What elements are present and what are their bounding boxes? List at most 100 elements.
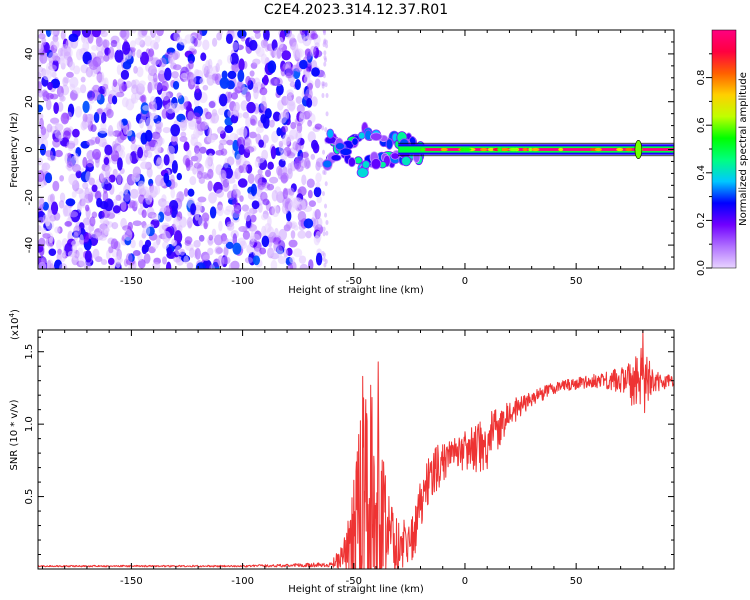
carrier-cell bbox=[441, 147, 448, 152]
colorbar-tick-label: 0.4 bbox=[696, 165, 707, 181]
spectrogram-cell bbox=[315, 182, 321, 188]
carrier-cell bbox=[531, 147, 540, 152]
spectrogram-cell bbox=[286, 89, 294, 96]
spectrogram-cell bbox=[220, 236, 229, 245]
spectrogram-cell bbox=[308, 200, 317, 208]
snr-multiplier-exp: 4 bbox=[8, 312, 16, 317]
spectrogram-cell bbox=[80, 84, 87, 94]
spectrogram-cell bbox=[208, 192, 217, 204]
spectrogram-cell bbox=[261, 213, 269, 221]
spectrogram-cell bbox=[322, 226, 326, 232]
spectrogram-cell bbox=[86, 139, 96, 146]
spectrogram-cell bbox=[91, 148, 102, 160]
spectrogram-cell bbox=[194, 209, 200, 221]
spectrogram-cell bbox=[215, 247, 224, 254]
spectrogram-cell bbox=[323, 38, 327, 44]
spectrogram-cell bbox=[321, 191, 325, 197]
spectrogram-cell bbox=[195, 262, 206, 269]
spectrogram-cell bbox=[297, 230, 307, 239]
spectrogram-cell bbox=[193, 162, 202, 169]
spectrogram-cell bbox=[52, 180, 60, 192]
spectrogram-cell bbox=[238, 144, 245, 156]
spectrogram-cell bbox=[206, 134, 216, 143]
spectrogram-cell bbox=[285, 33, 295, 40]
spectrogram-panel: -150 -100 -50 0 50 40 20 0 -20 -40 Height of str… bbox=[9, 29, 675, 296]
spectrogram-cell bbox=[247, 173, 255, 184]
spectrogram-cell bbox=[282, 125, 289, 133]
spectrogram-cell bbox=[46, 123, 53, 133]
spectrogram-cell bbox=[123, 192, 131, 202]
spectrogram-cell bbox=[52, 138, 61, 148]
spectrogram-cell bbox=[310, 153, 316, 160]
spectrogram-cell bbox=[304, 157, 311, 170]
carrier-flare bbox=[634, 140, 643, 159]
spectrogram-y-axis-label: Frequency (Hz) bbox=[9, 112, 20, 188]
spectrogram-cell bbox=[289, 256, 295, 264]
spectrogram-cell bbox=[47, 81, 53, 91]
spectrogram-cell bbox=[156, 156, 162, 165]
spectrogram-cell bbox=[184, 34, 193, 44]
spectrogram-cell bbox=[93, 111, 100, 124]
spectrogram-cell bbox=[140, 51, 150, 66]
spectrogram-cell bbox=[248, 39, 258, 51]
spectrogram-cell bbox=[117, 157, 123, 171]
spectrogram-cell bbox=[152, 73, 158, 83]
spectrogram-cell bbox=[249, 70, 255, 77]
spectrogram-cell bbox=[187, 188, 195, 197]
spectrogram-cell bbox=[271, 131, 279, 143]
carrier-cell bbox=[487, 147, 495, 152]
spectrogram-cell bbox=[166, 246, 173, 256]
x-tick-label: 0 bbox=[462, 576, 468, 587]
spectrogram-cell bbox=[73, 87, 82, 94]
spectrogram-cell bbox=[199, 146, 207, 154]
spectrogram-cell bbox=[120, 200, 127, 212]
spectrogram-cell bbox=[299, 151, 309, 159]
y-tick-label: 0.5 bbox=[24, 489, 35, 505]
colorbar-tick-label: 0.6 bbox=[696, 117, 707, 133]
spectrogram-cell bbox=[211, 37, 218, 47]
spectrogram-cell bbox=[111, 222, 119, 230]
spectrogram-cell bbox=[303, 205, 313, 213]
spectrogram-cell bbox=[321, 93, 325, 99]
spectrogram-cell bbox=[62, 130, 71, 141]
spectrogram-cell bbox=[267, 60, 277, 74]
spectrogram-cell bbox=[185, 162, 191, 172]
spectrogram-cell bbox=[154, 174, 164, 187]
spectrogram-cell bbox=[132, 166, 142, 178]
spectrogram-cell bbox=[163, 172, 170, 184]
spectrogram-cell bbox=[215, 189, 225, 198]
spectrogram-cell bbox=[170, 187, 176, 199]
spectrogram-cell bbox=[116, 64, 122, 75]
spectrogram-cell bbox=[306, 97, 313, 108]
spectrogram-cell bbox=[289, 128, 298, 140]
spectrogram-cell bbox=[66, 71, 74, 78]
spectrogram-cell bbox=[151, 56, 160, 66]
spectrogram-cell bbox=[156, 30, 164, 37]
spectrogram-cell bbox=[66, 140, 76, 150]
spectrogram-cell bbox=[63, 51, 72, 61]
spectrogram-cell bbox=[262, 39, 268, 47]
y-tick-label: 0 bbox=[24, 146, 35, 152]
spectrogram-cell bbox=[179, 119, 188, 132]
spectrogram-cell bbox=[347, 157, 356, 168]
spectrogram-cell bbox=[91, 44, 99, 51]
spectrogram-cell bbox=[81, 30, 92, 38]
spectrogram-cell bbox=[263, 74, 269, 86]
spectrogram-cell bbox=[330, 154, 342, 162]
spectrogram-cell bbox=[52, 55, 60, 62]
spectrogram-cell bbox=[78, 189, 85, 200]
spectrogram-cell bbox=[140, 161, 149, 170]
spectrogram-cell bbox=[198, 234, 205, 242]
spectrogram-cell bbox=[80, 120, 87, 131]
spectrogram-cell bbox=[84, 204, 90, 212]
spectrogram-cell bbox=[91, 211, 98, 219]
spectrogram-cell bbox=[200, 52, 207, 62]
spectrogram-cell bbox=[194, 247, 201, 260]
spectrogram-cell bbox=[136, 49, 142, 59]
spectrogram-cell bbox=[82, 41, 90, 52]
spectrogram-cell bbox=[129, 200, 136, 208]
spectrogram-cell bbox=[278, 228, 288, 241]
spectrogram-cell bbox=[107, 125, 114, 136]
spectrogram-cell bbox=[193, 37, 198, 47]
spectrogram-cell bbox=[171, 71, 179, 79]
